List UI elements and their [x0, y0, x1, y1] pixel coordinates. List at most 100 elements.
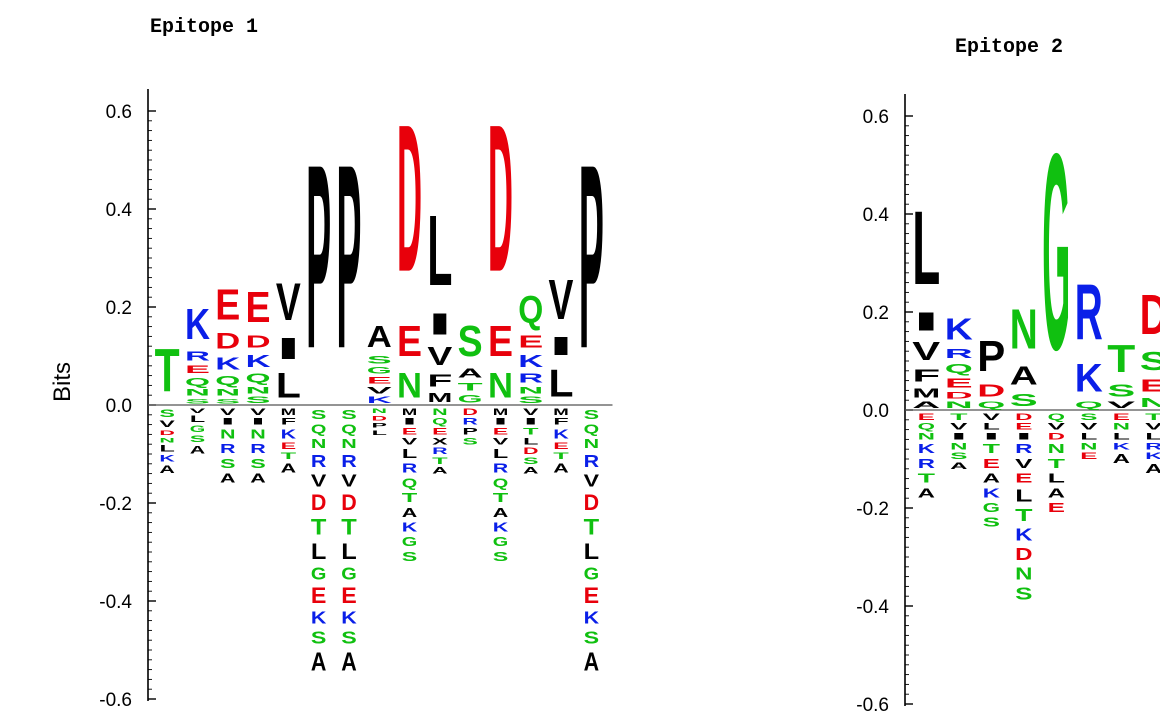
residue-I-glyph: I [950, 432, 967, 442]
residue-Q-glyph: Q [311, 422, 327, 437]
residue-Q-glyph: Q [185, 376, 210, 388]
residue-S-glyph: S [1080, 412, 1097, 422]
residue-N-glyph: N [1010, 298, 1038, 361]
residue-T-glyph: T [1015, 505, 1033, 524]
residue-V-glyph: V [220, 407, 236, 417]
residue-P-glyph: P [579, 109, 604, 403]
residue-G-glyph: G [1042, 96, 1070, 409]
residue-K-glyph: K [518, 351, 543, 371]
residue-K-glyph: K [945, 312, 973, 346]
residue-T-glyph: T [1048, 456, 1066, 471]
residue-N-glyph: N [1048, 442, 1065, 457]
residue-F-glyph: F [281, 417, 297, 427]
residue-K-glyph: K [1113, 442, 1130, 452]
residue-Q-glyph: Q [518, 287, 543, 332]
residue-M-glyph: M [553, 408, 568, 418]
residue-K-glyph: K [493, 520, 509, 535]
residue-L-glyph: L [190, 415, 206, 425]
residue-N-glyph: N [246, 386, 271, 396]
residue-L-glyph: L [1015, 486, 1032, 505]
residue-D-glyph: D [1048, 432, 1065, 442]
residue-N-glyph: N [950, 442, 967, 452]
residue-R-glyph: R [1075, 269, 1103, 357]
residue-R-glyph: R [432, 447, 448, 457]
residue-G-glyph: G [367, 366, 392, 376]
residue-V-glyph: V [1080, 422, 1097, 432]
residue-E-glyph: E [918, 412, 935, 422]
residue-V-glyph: V [1145, 422, 1160, 432]
residue-S-glyph: S [523, 456, 539, 466]
residue-N-glyph: N [488, 366, 513, 405]
residue-T-glyph: T [584, 516, 600, 540]
residue-A-glyph: A [1048, 486, 1065, 501]
residue-L-glyph: L [1048, 471, 1065, 486]
residue-I-glyph: I [220, 417, 235, 427]
residue-N-glyph: N [371, 408, 387, 415]
residue-V-glyph: V [402, 436, 418, 446]
residue-A-glyph: A [220, 471, 236, 486]
residue-M-glyph: M [402, 408, 417, 418]
y-tick-label: -0.2 [856, 499, 889, 520]
residue-A-glyph: A [950, 461, 967, 471]
residue-N-glyph: N [311, 436, 326, 451]
residue-A-glyph: A [493, 505, 509, 520]
epitope-2-title: Epitope 2 [955, 36, 1063, 59]
residue-N-glyph: N [1080, 442, 1097, 452]
residue-N-glyph: N [341, 436, 356, 451]
logo-column-8: DSENTVLRKA [1140, 284, 1160, 477]
residue-E-glyph: E [397, 316, 422, 365]
residue-S-glyph: S [1107, 381, 1135, 401]
residue-K-glyph: K [402, 520, 418, 535]
residue-G-glyph: G [458, 393, 483, 405]
residue-L-glyph: L [523, 437, 539, 447]
residue-E-glyph: E [185, 363, 210, 375]
residue-D-glyph: D [246, 331, 271, 351]
residue-A-glyph: A [523, 466, 539, 476]
residue-R-glyph: R [918, 456, 935, 471]
residue-D-glyph: D [341, 490, 356, 515]
residue-I-glyph: I [1015, 432, 1032, 442]
residue-S-glyph: S [185, 398, 210, 405]
residue-K-glyph: K [341, 608, 356, 628]
residue-V-glyph: V [1015, 456, 1033, 471]
residue-E-glyph: E [553, 441, 569, 451]
y-tick-label: 0.0 [863, 401, 889, 422]
residue-A-glyph: A [1010, 362, 1038, 391]
residue-F-glyph: F [427, 371, 452, 390]
residue-S-glyph: S [518, 395, 543, 405]
residue-S-glyph: S [341, 628, 356, 648]
residue-K-glyph: K [246, 351, 271, 371]
residue-A-glyph: A [458, 366, 483, 381]
residue-L-glyph: L [341, 541, 356, 565]
residue-I-glyph: I [250, 417, 265, 427]
residue-L-glyph: L [427, 194, 452, 307]
residue-E-glyph: E [945, 376, 973, 391]
residue-V-glyph: V [1048, 422, 1065, 432]
residue-T-glyph: T [402, 491, 418, 505]
residue-E-glyph: E [1140, 376, 1160, 396]
residue-Q-glyph: Q [945, 361, 973, 376]
residue-R-glyph: R [1015, 442, 1032, 457]
residue-N-glyph: N [432, 407, 447, 417]
residue-Q-glyph: Q [215, 374, 240, 388]
residue-M-glyph: M [281, 408, 296, 418]
epitope-1-y-axis: 0.6 0.4 0.2 0.0 -0.2 -0.4 -0.6 [99, 89, 613, 711]
residue-L-glyph: L [1113, 432, 1131, 442]
residue-K-glyph: K [215, 353, 240, 373]
residue-Q-glyph: Q [584, 422, 600, 437]
residue-S-glyph: S [159, 407, 175, 419]
residue-L-glyph: L [372, 429, 387, 436]
residue-A-glyph: A [402, 505, 418, 520]
residue-T-glyph: T [553, 452, 569, 462]
residue-K-glyph: K [185, 300, 210, 349]
residue-L-glyph: L [276, 367, 301, 406]
residue-V-glyph: V [190, 407, 206, 414]
epitope-2-logo: Epitope 2 0.60.40.20.0-0.2-0.4-0.6 LIVFM… [856, 36, 1160, 716]
residue-E-glyph: E [1048, 501, 1065, 516]
residue-D-glyph: D [1015, 412, 1032, 422]
